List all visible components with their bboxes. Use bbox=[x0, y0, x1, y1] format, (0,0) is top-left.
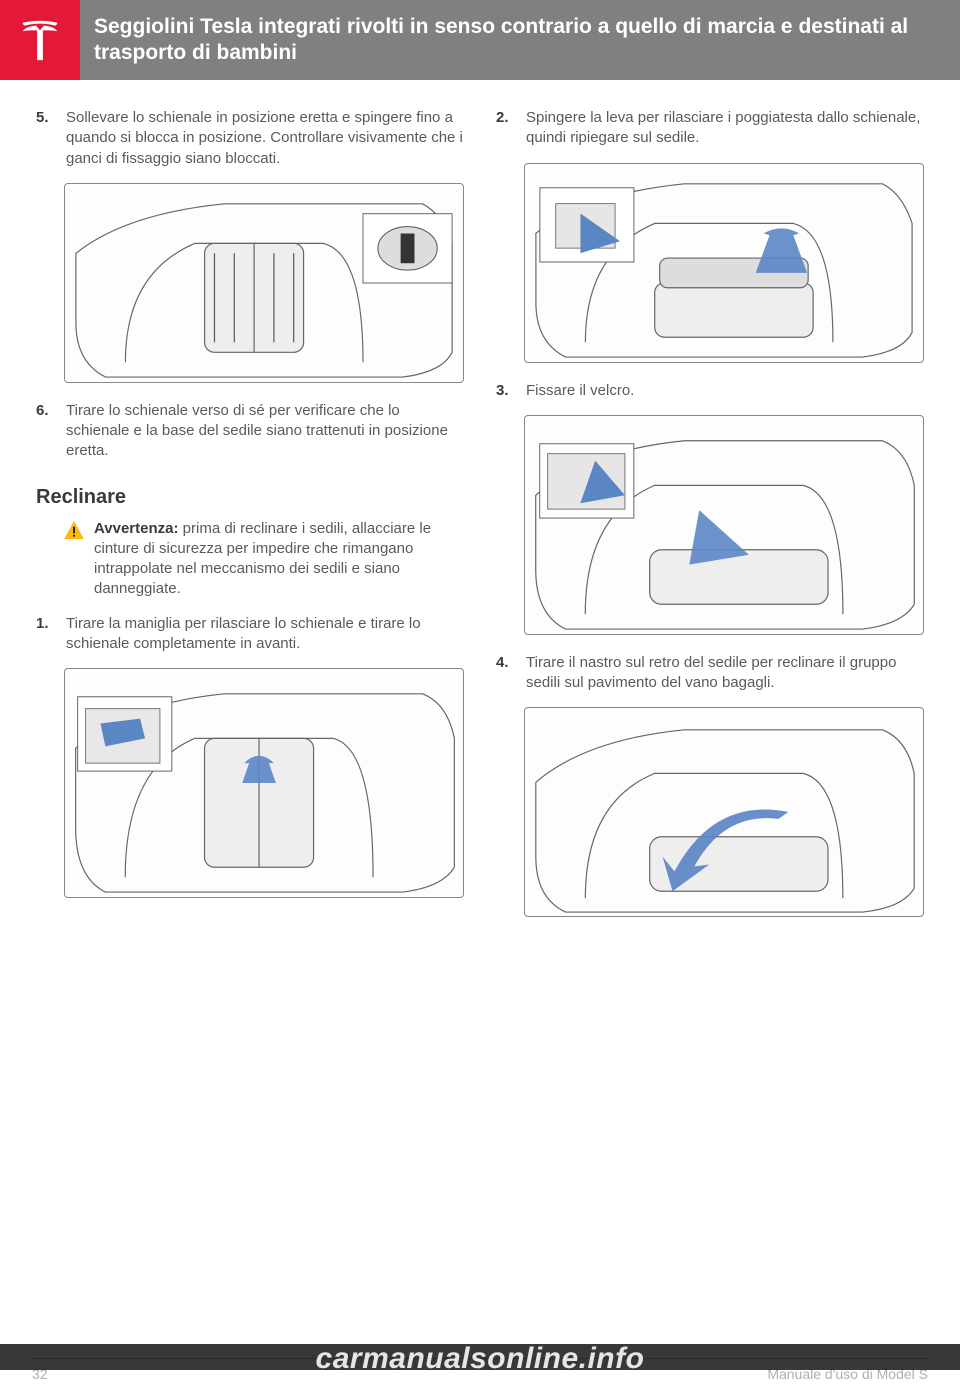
figure-step1 bbox=[64, 668, 464, 898]
page-header: Seggiolini Tesla integrati rivolti in se… bbox=[0, 0, 960, 80]
step-6: 6. Tirare lo schienale verso di sé per v… bbox=[36, 401, 464, 462]
content-area: 5. Sollevare lo schienale in posizione e… bbox=[0, 80, 960, 935]
step-2: 2. Spingere la leva per rilasciare i pog… bbox=[496, 108, 924, 149]
step-text: Spingere la leva per rilasciare i poggia… bbox=[526, 108, 924, 149]
step-text: Fissare il velcro. bbox=[526, 381, 924, 401]
step-1: 1. Tirare la maniglia per rilasciare lo … bbox=[36, 614, 464, 655]
step-number: 6. bbox=[36, 401, 56, 462]
step-text: Tirare la maniglia per rilasciare lo sch… bbox=[66, 614, 464, 655]
step-number: 4. bbox=[496, 653, 516, 694]
step-4: 4. Tirare il nastro sul retro del sedile… bbox=[496, 653, 924, 694]
figure-step3 bbox=[524, 415, 924, 635]
step-3: 3. Fissare il velcro. bbox=[496, 381, 924, 401]
figure-step2 bbox=[524, 163, 924, 363]
right-column: 2. Spingere la leva per rilasciare i pog… bbox=[496, 108, 924, 935]
left-column: 5. Sollevare lo schienale in posizione e… bbox=[36, 108, 464, 935]
tesla-logo-icon bbox=[16, 16, 64, 64]
step-text: Tirare il nastro sul retro del sedile pe… bbox=[526, 653, 924, 694]
page-title-box: Seggiolini Tesla integrati rivolti in se… bbox=[80, 0, 960, 80]
warning-text: Avvertenza: prima di reclinare i sedili,… bbox=[94, 519, 464, 600]
tesla-logo bbox=[0, 0, 80, 80]
step-5: 5. Sollevare lo schienale in posizione e… bbox=[36, 108, 464, 169]
page-title: Seggiolini Tesla integrati rivolti in se… bbox=[94, 14, 946, 67]
warning-icon bbox=[64, 521, 84, 539]
step-number: 2. bbox=[496, 108, 516, 149]
step-text: Tirare lo schienale verso di sé per veri… bbox=[66, 401, 464, 462]
warning-label: Avvertenza: bbox=[94, 520, 178, 537]
step-number: 5. bbox=[36, 108, 56, 169]
step-number: 3. bbox=[496, 381, 516, 401]
figure-step4 bbox=[524, 707, 924, 917]
step-text: Sollevare lo schienale in posizione eret… bbox=[66, 108, 464, 169]
watermark-bar bbox=[0, 1344, 960, 1370]
warning-box: Avvertenza: prima di reclinare i sedili,… bbox=[64, 519, 464, 600]
section-heading-reclinare: Reclinare bbox=[36, 486, 464, 509]
step-number: 1. bbox=[36, 614, 56, 655]
figure-step5 bbox=[64, 183, 464, 383]
